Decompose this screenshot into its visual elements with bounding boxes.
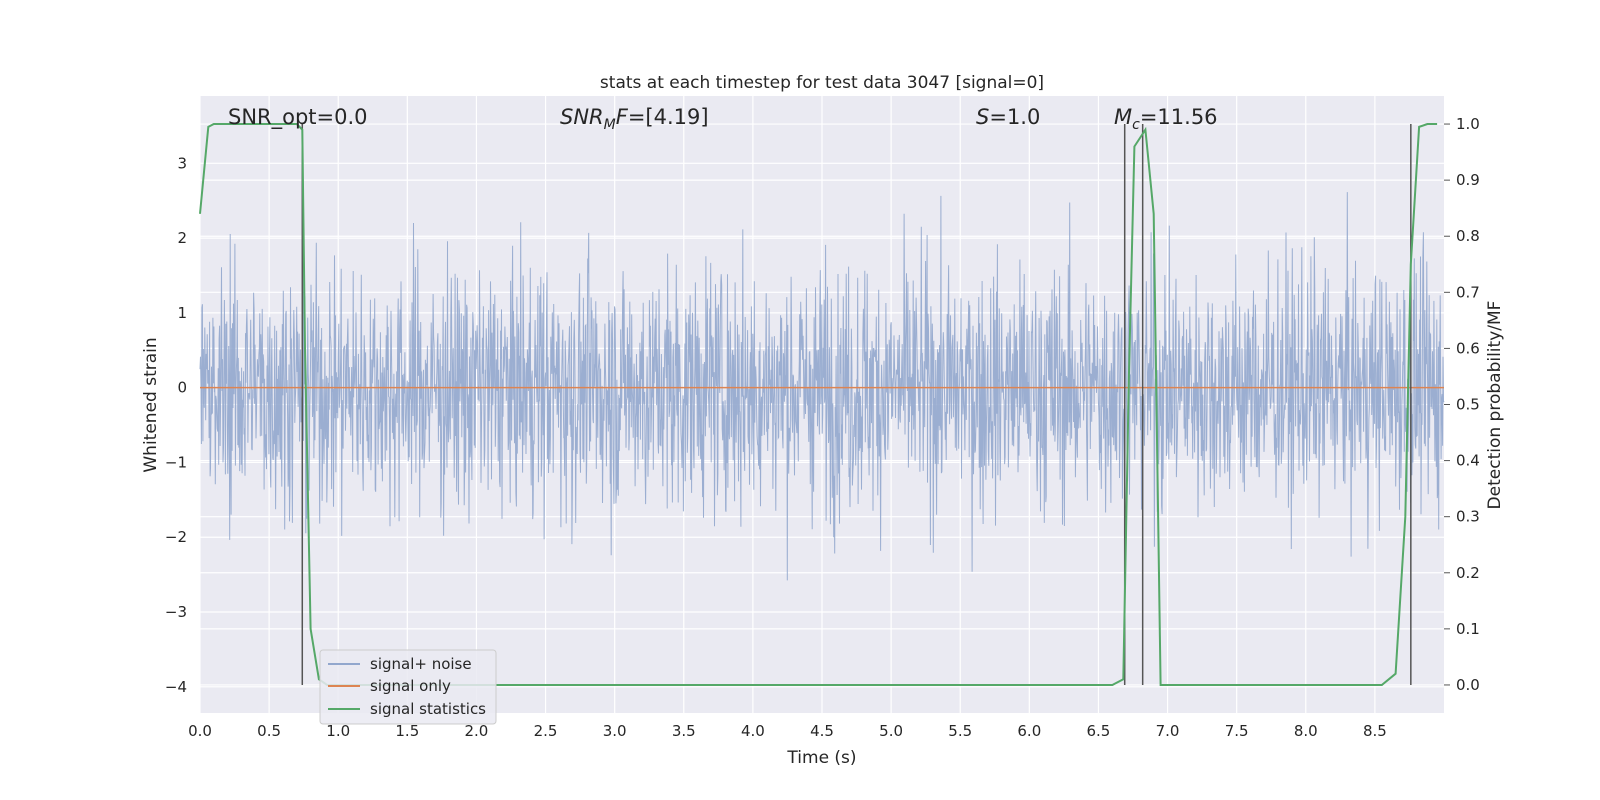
y-right-tick-label: 0.1 — [1456, 620, 1480, 638]
y-left-tick-label: 0 — [177, 379, 187, 397]
legend-label-statistics: signal statistics — [370, 700, 486, 718]
y-right-tick-label: 0.5 — [1456, 396, 1480, 414]
x-tick-label: 1.5 — [395, 722, 419, 740]
annotation-snr-opt: SNR_opt=0.0 — [228, 105, 368, 130]
statistics-line — [199, 123, 1438, 686]
x-tick-label: 5.0 — [879, 722, 903, 740]
legend-box — [319, 649, 497, 725]
x-tick-label: 1.0 — [326, 722, 350, 740]
x-tick-label: 2.5 — [534, 722, 558, 740]
x-tick-label: 3.5 — [672, 722, 696, 740]
vertical-markers — [301, 124, 1412, 685]
x-tick-label: 3.0 — [603, 722, 627, 740]
y-right-axis-ticks: 0.0 0.1 0.2 0.3 0.4 0.5 0.6 0.7 0.8 0.9 1.0 — [1444, 115, 1480, 694]
x-tick-label: 5.5 — [948, 722, 972, 740]
y-left-tick-label: −4 — [165, 678, 187, 696]
noise-series — [199, 192, 1445, 581]
y-left-tick-label: −3 — [165, 603, 187, 621]
y-right-tick-label: 0.4 — [1456, 452, 1480, 470]
x-tick-label: 8.0 — [1294, 722, 1318, 740]
legend-label-signal: signal only — [370, 677, 451, 695]
y-left-tick-label: −2 — [165, 528, 187, 546]
y-right-axis-label: Detection probability/MF — [1485, 301, 1505, 510]
x-tick-label: 6.0 — [1017, 722, 1041, 740]
y-left-tick-label: 1 — [177, 304, 187, 322]
x-tick-label: 4.0 — [741, 722, 765, 740]
y-left-axis-label: Whitened strain — [141, 337, 161, 472]
y-right-tick-label: 0.7 — [1456, 283, 1480, 301]
y-left-tick-label: 2 — [177, 229, 187, 247]
annotation-s: S=1.0 — [976, 105, 1040, 129]
y-left-tick-label: 3 — [177, 154, 187, 172]
y-right-tick-label: 0.0 — [1456, 676, 1480, 694]
x-tick-label: 0.0 — [188, 722, 212, 740]
x-tick-label: 8.5 — [1363, 722, 1387, 740]
y-right-tick-label: 0.8 — [1456, 227, 1480, 245]
x-tick-label: 6.5 — [1087, 722, 1111, 740]
x-tick-label: 7.5 — [1225, 722, 1249, 740]
y-right-tick-label: 1.0 — [1456, 115, 1480, 133]
x-tick-label: 0.5 — [257, 722, 281, 740]
y-left-axis-ticks: −4 −3 −2 −1 0 1 2 3 — [165, 154, 187, 696]
annotation-mc: Mc=11.56 — [1114, 105, 1218, 133]
statistics-series — [199, 123, 1438, 686]
annotation-snr-mf: SNRMF=[4.19] — [560, 105, 709, 133]
x-tick-label: 2.0 — [465, 722, 489, 740]
noise-line — [199, 192, 1445, 581]
x-tick-label: 7.0 — [1156, 722, 1180, 740]
x-axis-label: Time (s) — [786, 748, 856, 768]
y-right-tick-label: 0.2 — [1456, 564, 1480, 582]
legend-label-noise: signal+ noise — [370, 655, 472, 673]
annotation-snr-mf-value: =[4.19] — [628, 105, 709, 129]
x-tick-label: 4.5 — [810, 722, 834, 740]
y-right-tick-label: 0.3 — [1456, 508, 1480, 526]
legend: signal+ noise signal only signal statist… — [319, 649, 497, 725]
chart-title: stats at each timestep for test data 304… — [600, 73, 1044, 93]
y-right-tick-label: 0.9 — [1456, 171, 1480, 189]
y-right-tick-label: 0.6 — [1456, 339, 1480, 357]
y-left-tick-label: −1 — [165, 453, 187, 471]
x-axis-ticks: 0.0 0.5 1.0 1.5 2.0 2.5 3.0 3.5 4.0 4.5 5.0 5.5 6.0 6… — [188, 722, 1387, 740]
